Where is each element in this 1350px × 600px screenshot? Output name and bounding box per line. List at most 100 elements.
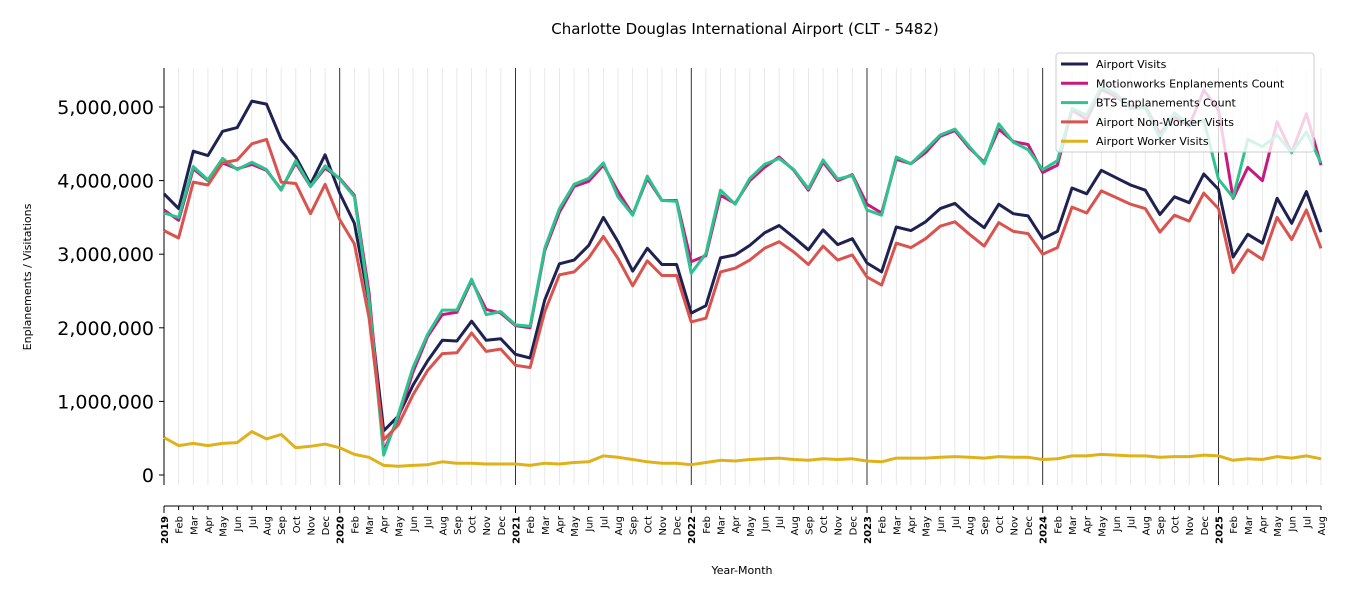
x-tick-label: Feb [175, 516, 186, 534]
x-tick-label: Aug [1317, 516, 1328, 536]
x-tick-label: Apr [1083, 515, 1094, 533]
x-tick-label: Sep [980, 516, 991, 535]
x-tick-label: Jun [936, 516, 947, 533]
x-tick-label: Feb [350, 516, 361, 534]
x-tick-label: Sep [277, 516, 288, 535]
x-tick-label: May [922, 516, 933, 537]
x-tick-label: Apr [204, 515, 215, 533]
x-tick-label: Jun [1112, 516, 1123, 533]
x-axis-label: Year-Month [710, 564, 772, 577]
x-tick-label: Jul [424, 516, 435, 529]
x-tick-label: Jul [775, 516, 786, 529]
x-tick-label: May [746, 516, 757, 537]
x-tick-label: Aug [438, 516, 449, 536]
x-tick-label: Apr [380, 515, 391, 533]
x-tick-label: Dec [1024, 516, 1035, 535]
legend-item-airport-non-worker-visits: Airport Non-Worker Visits [1061, 116, 1234, 129]
x-tick-label: Sep [804, 516, 815, 535]
x-tick-label: Oct [1171, 516, 1182, 533]
y-tick-label: 4,000,000 [57, 171, 154, 193]
x-tick-label: Mar [189, 515, 200, 535]
x-tick-label: Nov [482, 516, 493, 536]
x-tick-label: Jul [1127, 516, 1138, 529]
legend: Airport Visits Motionworks Enplanements C… [1055, 52, 1315, 153]
x-tick-label: Nov [306, 516, 317, 536]
x-tick-label: May [1097, 516, 1108, 537]
x-tick-label: Jun [1288, 516, 1299, 533]
x-tick-label: May [1273, 516, 1284, 537]
legend-item-bts-enplanements-count: BTS Enplanements Count [1061, 97, 1237, 110]
y-axis-label: Enplanements / Visitations [21, 203, 34, 350]
x-tick-label: Dec [848, 516, 859, 535]
series-line-airport-worker-visits [163, 430, 1322, 468]
x-tick-label: 2024 [1039, 516, 1050, 544]
y-tick-label: 2,000,000 [57, 318, 154, 340]
x-tick-label: Mar [1244, 515, 1255, 535]
chart-title: Charlotte Douglas International Airport … [551, 20, 939, 38]
x-tick-label: Jun [233, 516, 244, 533]
x-tick-label: Jun [585, 516, 596, 533]
x-tick-label: Oct [643, 516, 654, 533]
x-tick-label: Apr [1258, 515, 1269, 533]
x-tick-labels: 2019 Feb Mar Apr May Jun Jul Aug Sep Oct Nov Dec 202… [160, 506, 1328, 544]
legend-items: Airport Visits Motionworks Enplanements C… [1061, 58, 1285, 148]
y-tick-label: 5,000,000 [57, 97, 154, 119]
y-tick-label: 1,000,000 [57, 391, 154, 413]
x-tick-label: Feb [1229, 516, 1240, 534]
x-tick-label: Aug [790, 516, 801, 536]
x-tick-label: Sep [453, 516, 464, 535]
x-tick-label: Aug [614, 516, 625, 536]
x-tick-label: Dec [497, 516, 508, 535]
x-tick-label: Feb [702, 516, 713, 534]
x-tick-label: Apr [907, 515, 918, 533]
x-tick-label: Dec [673, 516, 684, 535]
x-tick-label: Mar [1068, 515, 1079, 535]
legend-item-airport-visits: Airport Visits [1061, 58, 1167, 71]
x-tick-label: Nov [834, 516, 845, 536]
legend-label: Airport Worker Visits [1096, 135, 1209, 148]
y-tick-label: 3,000,000 [57, 244, 154, 266]
x-tick-label: Nov [1185, 516, 1196, 536]
y-tick-labels: 0 1,000,000 2,000,000 3,000,000 4,000,000 5,0… [57, 97, 164, 487]
x-tick-label: 2023 [863, 516, 874, 544]
x-tick-label: May [570, 516, 581, 537]
legend-label: Airport Visits [1096, 58, 1167, 71]
x-tick-label: Apr [731, 515, 742, 533]
x-tick-label: Apr [555, 515, 566, 533]
x-tick-label: Feb [1053, 516, 1064, 534]
x-tick-label: Feb [878, 516, 889, 534]
x-tick-label: 2022 [687, 516, 698, 544]
x-tick-label: Nov [658, 516, 669, 536]
legend-item-motionworks-enplanements-count: Motionworks Enplanements Count [1061, 77, 1285, 90]
x-tick-label: Jul [599, 516, 610, 529]
legend-item-airport-worker-visits: Airport Worker Visits [1061, 135, 1209, 148]
x-tick-label: 2019 [160, 516, 171, 544]
x-tick-label: Mar [892, 515, 903, 535]
x-tick-label: Dec [1200, 516, 1211, 535]
x-tick-label: Mar [541, 515, 552, 535]
x-tick-label: Jul [951, 516, 962, 529]
x-tick-label: Feb [526, 516, 537, 534]
x-tick-label: May [219, 516, 230, 537]
x-tick-label: Jun [760, 516, 771, 533]
x-tick-label: 2025 [1214, 516, 1225, 544]
x-tick-label: Dec [321, 516, 332, 535]
x-tick-label: Oct [995, 516, 1006, 533]
x-tick-label: Jun [409, 516, 420, 533]
x-tick-label: Jul [1302, 516, 1313, 529]
legend-label: Motionworks Enplanements Count [1096, 77, 1285, 90]
series-line-airport-non-worker-visits [163, 137, 1323, 442]
x-tick-label: Oct [292, 516, 303, 533]
x-tick-label: 2020 [336, 516, 347, 544]
x-tick-label: Jul [248, 516, 259, 529]
x-tick-label: Mar [365, 515, 376, 535]
legend-frame [1055, 52, 1315, 153]
x-tick-label: 2021 [511, 516, 522, 544]
x-tick-label: Aug [966, 516, 977, 536]
x-tick-label: Aug [1141, 516, 1152, 536]
x-tick-label: Sep [1156, 516, 1167, 535]
x-tick-label: Aug [263, 516, 274, 536]
x-tick-label: May [394, 516, 405, 537]
y-tick-label: 0 [142, 465, 154, 487]
